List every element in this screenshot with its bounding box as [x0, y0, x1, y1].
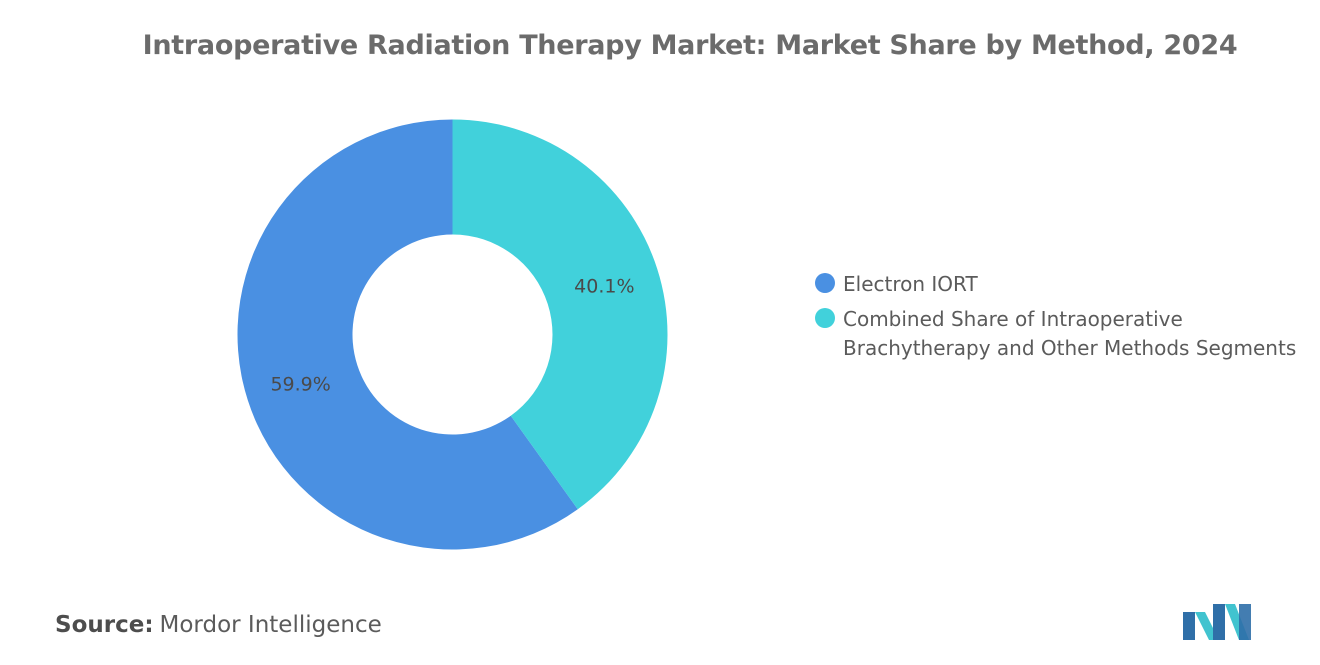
- data-label-electron-iort: 59.9%: [270, 373, 330, 395]
- legend-swatch-electron-iort: [815, 273, 835, 293]
- legend-swatch-combined-share: [815, 308, 835, 328]
- legend-item-electron-iort[interactable]: Electron IORT: [815, 270, 1315, 299]
- data-label-combined-share: 40.1%: [574, 276, 634, 298]
- source-value: Mordor Intelligence: [159, 612, 382, 638]
- source-note: Source: Mordor Intelligence: [55, 612, 382, 638]
- legend-label: Electron IORT: [843, 272, 978, 296]
- legend-label: Combined Share of Intraoperative Brachyt…: [843, 307, 1297, 360]
- logo-stroke-left: [1183, 612, 1195, 640]
- mordor-intelligence-logo-icon: [1183, 604, 1251, 640]
- chart-title: Intraoperative Radiation Therapy Market:…: [142, 30, 1238, 61]
- legend-item-combined-share[interactable]: Combined Share of Intraoperative Brachyt…: [815, 305, 1315, 363]
- legend: Electron IORT Combined Share of Intraope…: [815, 270, 1315, 369]
- logo-stroke-right: [1239, 604, 1251, 640]
- source-key: Source:: [55, 612, 154, 638]
- logo-stroke-middle: [1213, 604, 1225, 640]
- donut-slice-electron-iort: [237, 119, 578, 550]
- donut-chart: 59.9% 40.1%: [237, 119, 668, 550]
- donut-slice-combined-share: [452, 119, 668, 510]
